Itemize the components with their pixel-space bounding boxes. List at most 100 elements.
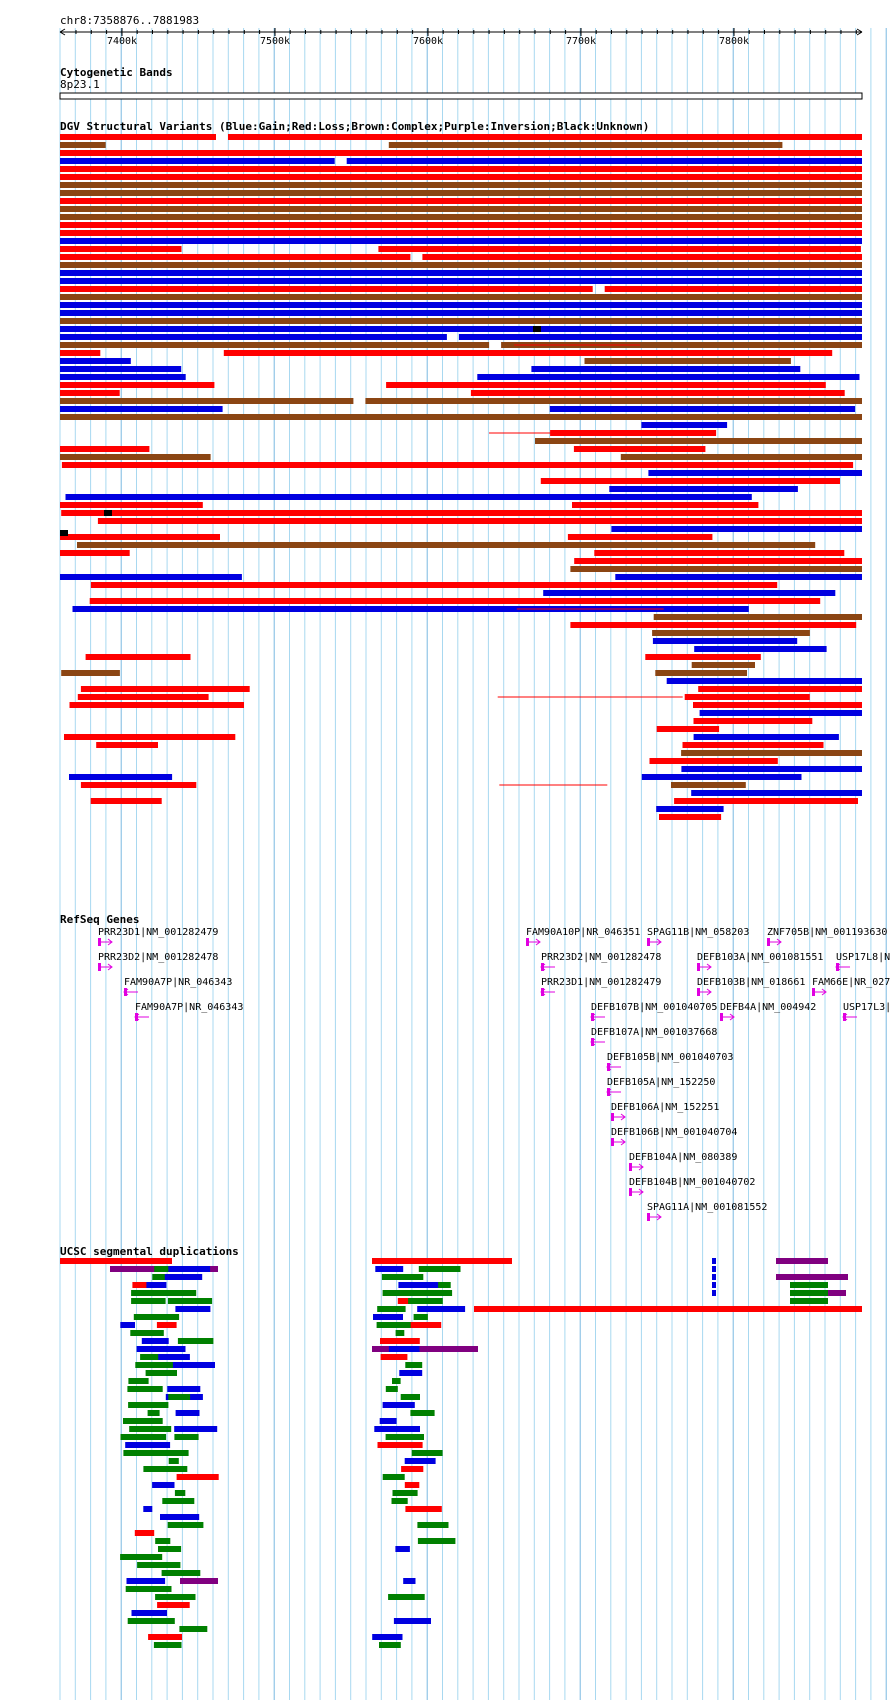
segdup-bar [395,1330,405,1336]
sv-bar [80,782,197,788]
sv-bar [60,454,211,460]
sv-bar [80,686,250,692]
gene-strand-arrow [638,1163,644,1171]
sv-bar [648,470,862,476]
sv-bar [97,518,764,524]
gene-label[interactable]: PRR23D1|NM_001282479 [98,927,219,938]
gene-label[interactable]: USP17L3| [843,1002,890,1013]
gene-label[interactable]: ZNF705B|NM_001193630 [767,927,888,938]
sv-bar [656,806,724,812]
gene-label[interactable]: DEFB106A|NM_152251 [611,1102,720,1113]
gene-label[interactable]: DEFB104A|NM_080389 [629,1152,738,1163]
gene-label[interactable]: DEFB103B|NM_018661 [697,977,806,988]
segdup-bar [405,1506,442,1512]
gene-label[interactable]: SPAG11A|NM_001081552 [647,1202,768,1213]
sv-bar [60,302,862,308]
gene-strand-arrow [535,938,541,946]
gene-label[interactable]: DEFB105B|NM_001040703 [607,1052,734,1063]
gene-label[interactable]: DEFB107A|NM_001037668 [591,1027,718,1038]
sv-bar [682,742,824,748]
segdup-bar [373,1314,403,1320]
gene-label[interactable]: FAM90A7P|NR_046343 [135,1002,244,1013]
segdup-bar [172,1362,215,1368]
sv-bar [565,542,658,548]
sv-bar [655,670,747,676]
segdup-bar [401,1466,424,1472]
sv-bar [96,742,158,748]
segdup-bar [174,1490,186,1496]
gene-strand-arrow [606,1088,612,1096]
segdup-bar [120,1434,167,1440]
gene-label[interactable]: FAM90A7P|NR_046343 [124,977,233,988]
gene-label[interactable]: DEFB4A|NM_004942 [720,1002,817,1013]
segdup-track-title[interactable]: UCSC segmental duplications [60,1245,239,1258]
sv-bar [228,134,862,140]
sv-bar [60,534,220,540]
gene-label[interactable]: PRR23D1|NM_001282479 [541,977,662,988]
sv-bar [60,158,335,164]
ruler-tick-label: 7600k [413,36,443,47]
sv-bar [659,814,722,820]
gene-label[interactable]: DEFB107B|NM_001040705 [591,1002,718,1013]
segdup-bar [382,1474,405,1480]
segdup-bar [712,1274,716,1280]
sv-bar [60,446,150,452]
refseq-track-title[interactable]: RefSeq Genes [60,913,140,926]
gene-label[interactable]: SPAG11B|NM_058203 [647,927,750,938]
sv-bar [60,238,862,244]
sv-bar [540,478,840,484]
sv-bar [60,310,862,316]
sv-bar [627,462,849,468]
sv-bar [60,398,354,404]
sv-bar [60,230,862,236]
segdup-bar [388,1346,420,1352]
segdup-bar [162,1498,195,1504]
segdup-bar [790,1282,828,1288]
sv-bar [567,534,713,540]
segdup-bar [712,1282,716,1288]
sv-bar [574,558,862,564]
segdup-bar [152,1274,175,1280]
gene-label[interactable]: PRR23D2|NM_001282478 [541,952,662,963]
gene-label[interactable]: DEFB106B|NM_001040704 [611,1127,738,1138]
gene-label[interactable]: DEFB105A|NM_152250 [607,1077,716,1088]
sv-bar [64,734,236,740]
segdup-bar [153,1642,182,1648]
segdup-bar [417,1538,456,1544]
gene-label[interactable]: FAM66E|NR_027 [812,977,890,988]
segdup-bar [167,1298,213,1304]
sv-bar [60,150,862,156]
gene-label[interactable]: PRR23D2|NM_001282478 [98,952,219,963]
sv-bar [60,350,101,356]
segdup-bar [160,1442,171,1448]
sv-bar [684,694,810,700]
segdup-bar [120,1322,135,1328]
cytoband-track-title[interactable]: Cytogenetic Bands [60,66,173,79]
gene-label[interactable]: FAM90A10P|NR_046351 [526,927,641,938]
sv-bar [694,646,827,652]
dgv-track-title[interactable]: DGV Structural Variants (Blue:Gain;Red:L… [60,120,650,133]
segdup-bar [385,1386,398,1392]
sv-bar [666,678,862,684]
sv-bar [69,702,244,708]
sv-bar [346,158,862,164]
sv-bar [60,174,862,180]
segdup-bar [123,1450,168,1456]
segdup-bar [776,1274,848,1280]
sv-bar [85,654,191,660]
segdup-bar [776,1258,828,1264]
gene-strand-arrow [656,1213,662,1221]
sv-bar [501,342,862,348]
gene-label[interactable]: DEFB104B|NM_001040702 [629,1177,756,1188]
gene-strand-arrow [638,1188,644,1196]
gene-strand-arrow [134,1013,140,1021]
segdup-bar [180,1578,218,1584]
sv-bar [60,406,223,412]
sv-bar [61,670,120,676]
gene-label[interactable]: USP17L8|NM [836,952,890,963]
segdup-bar [141,1338,169,1344]
gene-label[interactable]: DEFB103A|NM_001081551 [697,952,824,963]
sv-bar [60,342,490,348]
segdup-bar [382,1402,415,1408]
